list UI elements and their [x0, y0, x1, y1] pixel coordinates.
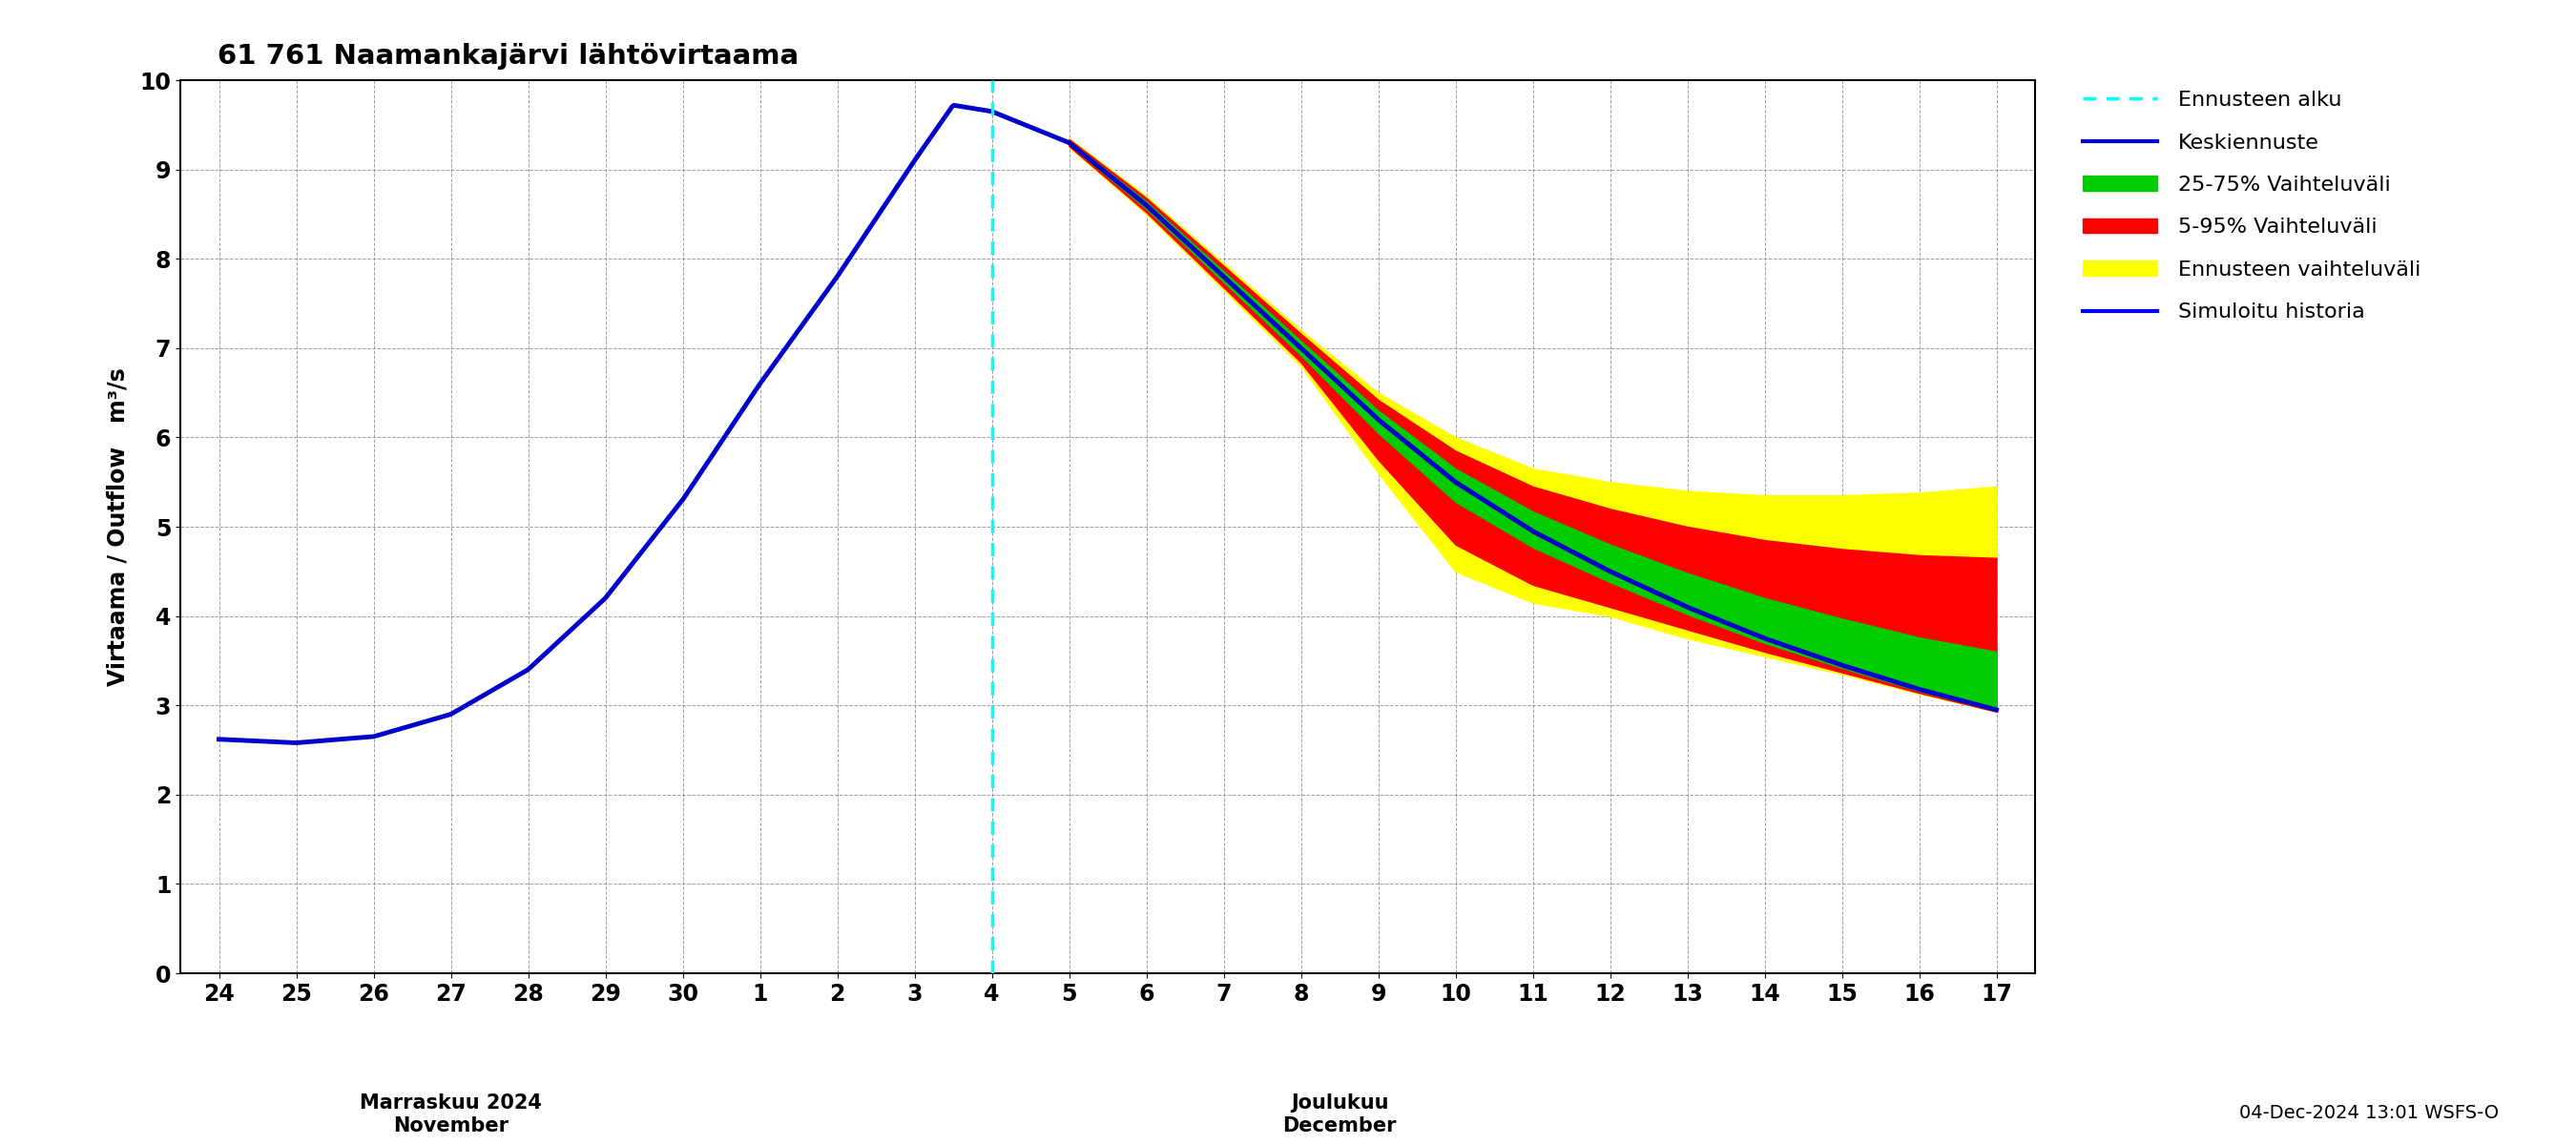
Text: 61 761 Naamankajärvi lähtövirtaama: 61 761 Naamankajärvi lähtövirtaama: [216, 44, 799, 70]
Text: Joulukuu
December: Joulukuu December: [1283, 1093, 1396, 1135]
Y-axis label: Virtaama / Outflow   m³/s: Virtaama / Outflow m³/s: [106, 368, 129, 686]
Text: Marraskuu 2024
November: Marraskuu 2024 November: [361, 1093, 541, 1135]
Text: 04-Dec-2024 13:01 WSFS-O: 04-Dec-2024 13:01 WSFS-O: [2239, 1104, 2499, 1122]
Legend: Ennusteen alku, Keskiennuste, 25-75% Vaihteluväli, 5-95% Vaihteluväli, Ennusteen: Ennusteen alku, Keskiennuste, 25-75% Vai…: [2084, 90, 2421, 322]
